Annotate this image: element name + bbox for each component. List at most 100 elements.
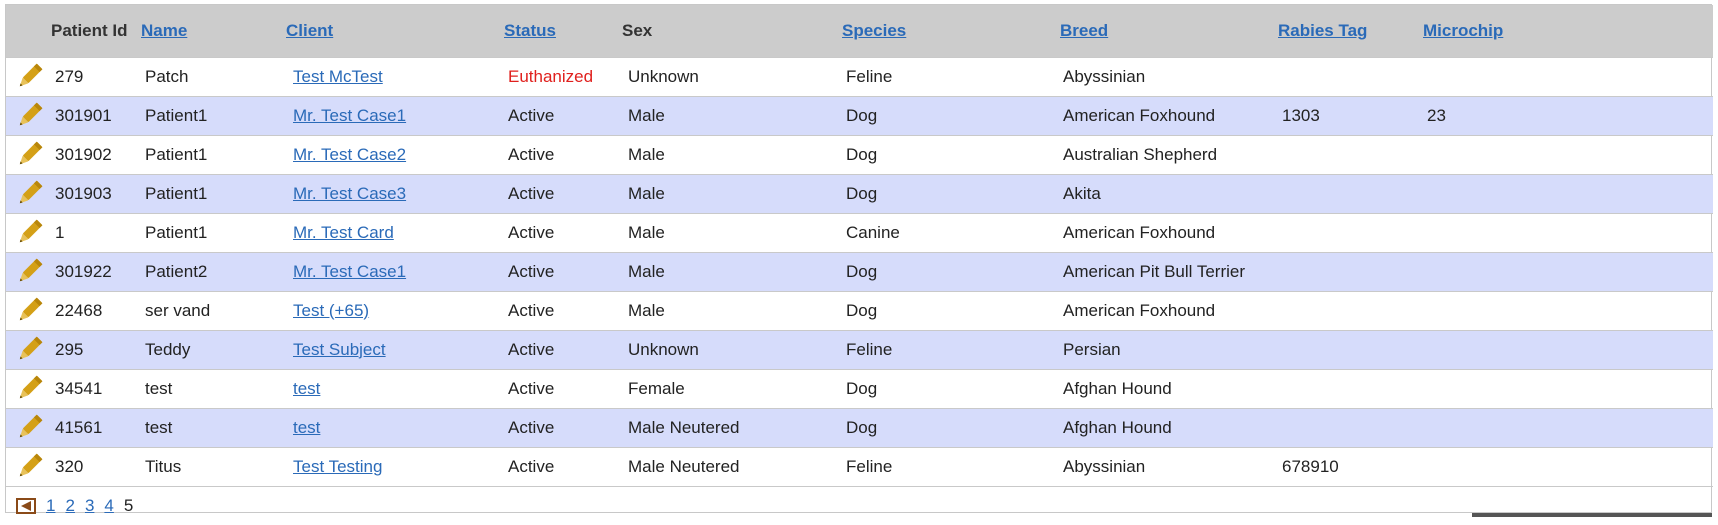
- edit-cell: [6, 447, 51, 486]
- client-link[interactable]: test: [293, 379, 320, 398]
- sort-rabies-tag-link[interactable]: Rabies Tag: [1278, 21, 1367, 40]
- pencil-icon[interactable]: [15, 141, 43, 169]
- edit-cell: [6, 135, 51, 174]
- header-breed[interactable]: Breed: [1060, 5, 1278, 57]
- sort-species-link[interactable]: Species: [842, 21, 906, 40]
- cell-patient-id: 301901: [55, 106, 112, 125]
- cell-name: Patch: [145, 67, 188, 86]
- pencil-icon[interactable]: [15, 102, 43, 130]
- cell-species: Feline: [842, 330, 1060, 369]
- cell-status: Active: [508, 106, 554, 125]
- page-link[interactable]: 1: [46, 496, 55, 515]
- cell-patient-id: 301901: [51, 96, 141, 135]
- pencil-icon[interactable]: [15, 336, 43, 364]
- pencil-icon[interactable]: [15, 180, 43, 208]
- header-sex: Sex: [622, 5, 842, 57]
- scrollbar-stub[interactable]: [1472, 513, 1712, 517]
- cell-microchip: [1423, 447, 1713, 486]
- client-link[interactable]: Mr. Test Case2: [293, 145, 406, 164]
- pencil-icon[interactable]: [15, 297, 43, 325]
- header-client[interactable]: Client: [286, 5, 504, 57]
- header-microchip[interactable]: Microchip: [1423, 5, 1713, 57]
- cell-name: test: [141, 369, 286, 408]
- cell-patient-id: 301902: [55, 145, 112, 164]
- cell-microchip: [1423, 330, 1713, 369]
- cell-breed: Akita: [1063, 184, 1101, 203]
- sort-name-link[interactable]: Name: [141, 21, 187, 40]
- cell-client: test: [286, 369, 504, 408]
- client-link[interactable]: Mr. Test Case1: [293, 106, 406, 125]
- client-link[interactable]: Mr. Test Card: [293, 223, 394, 242]
- cell-client: Test (+65): [286, 291, 504, 330]
- cell-name: Titus: [145, 457, 181, 476]
- client-link[interactable]: Test McTest: [293, 67, 383, 86]
- header-rabies-tag[interactable]: Rabies Tag: [1278, 5, 1423, 57]
- cell-name: Teddy: [141, 330, 286, 369]
- header-patient-id: Patient Id: [51, 5, 141, 57]
- cell-breed: Afghan Hound: [1063, 379, 1172, 398]
- cell-species: Dog: [846, 106, 877, 125]
- cell-name: Patient1: [145, 184, 207, 203]
- page-link[interactable]: 3: [85, 496, 94, 515]
- table-header-row: Patient Id Name Client Status Sex Specie…: [6, 5, 1713, 57]
- cell-status: Active: [508, 145, 554, 164]
- cell-species: Feline: [842, 447, 1060, 486]
- cell-client: Mr. Test Case2: [286, 135, 504, 174]
- page-link[interactable]: 4: [104, 496, 113, 515]
- cell-name: Patient1: [141, 174, 286, 213]
- cell-sex: Female: [628, 379, 685, 398]
- pencil-icon[interactable]: [15, 375, 43, 403]
- sort-status-link[interactable]: Status: [504, 21, 556, 40]
- cell-rabies-tag: 1303: [1282, 106, 1320, 125]
- cell-microchip: [1423, 174, 1713, 213]
- cell-status: Active: [504, 408, 622, 447]
- header-status[interactable]: Status: [504, 5, 622, 57]
- cell-species: Dog: [842, 252, 1060, 291]
- sort-breed-link[interactable]: Breed: [1060, 21, 1108, 40]
- sort-client-link[interactable]: Client: [286, 21, 333, 40]
- client-link[interactable]: Test Testing: [293, 457, 382, 476]
- cell-rabies-tag: [1278, 408, 1423, 447]
- edit-cell: [6, 213, 51, 252]
- header-species[interactable]: Species: [842, 5, 1060, 57]
- client-link[interactable]: Test Subject: [293, 340, 386, 359]
- cell-species: Dog: [842, 291, 1060, 330]
- pencil-icon[interactable]: [15, 63, 43, 91]
- cell-microchip: [1423, 135, 1713, 174]
- cell-name: test: [145, 418, 172, 437]
- sort-microchip-link[interactable]: Microchip: [1423, 21, 1503, 40]
- cell-patient-id: 301922: [51, 252, 141, 291]
- client-link[interactable]: Mr. Test Case3: [293, 184, 406, 203]
- cell-sex: Male: [628, 184, 665, 203]
- client-link[interactable]: Mr. Test Case1: [293, 262, 406, 281]
- pencil-icon[interactable]: [15, 219, 43, 247]
- cell-rabies-tag: 1303: [1278, 96, 1423, 135]
- cell-species: Canine: [846, 223, 900, 242]
- cell-sex: Male: [628, 301, 665, 320]
- page-link[interactable]: 2: [65, 496, 74, 515]
- pencil-icon[interactable]: [15, 258, 43, 286]
- header-name[interactable]: Name: [141, 5, 286, 57]
- cell-patient-id: 295: [51, 330, 141, 369]
- pencil-icon[interactable]: [15, 414, 43, 442]
- cell-sex: Male: [628, 262, 665, 281]
- client-link[interactable]: test: [293, 418, 320, 437]
- client-link[interactable]: Test (+65): [293, 301, 369, 320]
- cell-status: Active: [504, 447, 622, 486]
- pencil-icon[interactable]: [15, 453, 43, 481]
- cell-name: Patient1: [141, 213, 286, 252]
- cell-species: Dog: [846, 262, 877, 281]
- edit-cell: [6, 57, 51, 96]
- cell-status: Active: [508, 223, 554, 242]
- cell-patient-id: 22468: [51, 291, 141, 330]
- cell-breed: Afghan Hound: [1060, 408, 1278, 447]
- cell-patient-id: 1: [51, 213, 141, 252]
- cell-status: Active: [508, 340, 554, 359]
- previous-page-icon[interactable]: [16, 498, 36, 514]
- cell-species: Dog: [846, 379, 877, 398]
- cell-name: test: [141, 408, 286, 447]
- cell-breed: American Foxhound: [1063, 106, 1215, 125]
